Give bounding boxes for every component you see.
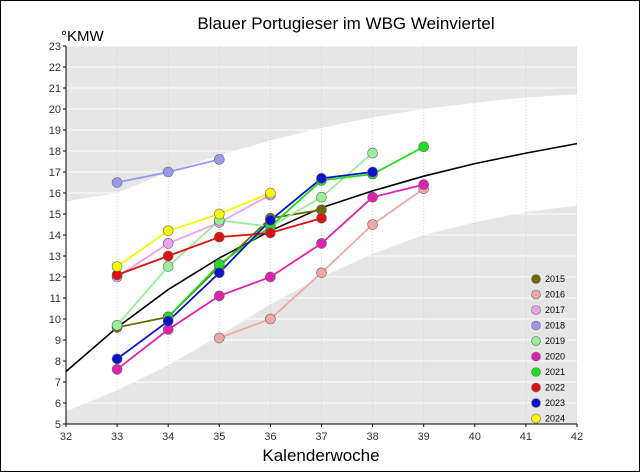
legend-marker-2022 <box>531 382 541 393</box>
data-point-2019 <box>111 319 123 331</box>
y-tick-label: 9 <box>55 335 61 347</box>
y-tick-label: 17 <box>49 167 61 179</box>
y-axis-label: °KMW <box>61 28 104 45</box>
data-point-2020 <box>367 191 378 203</box>
y-tick-label: 16 <box>49 188 61 200</box>
x-tick-label: 39 <box>418 431 430 443</box>
x-tick-label: 35 <box>213 431 225 443</box>
x-tick-label: 42 <box>571 431 583 443</box>
data-point-2020 <box>316 238 327 249</box>
data-point-2023 <box>162 315 174 327</box>
data-point-2016 <box>367 219 378 230</box>
legend-label-2022: 2022 <box>545 383 565 393</box>
data-point-2020 <box>111 364 123 375</box>
legend-marker-2015 <box>531 274 541 284</box>
legend-marker-2021 <box>531 367 541 377</box>
data-point-2024 <box>265 187 276 199</box>
x-axis-label: Kalenderwoche <box>262 446 379 465</box>
legend-marker-2018 <box>531 320 541 331</box>
legend-label-2021: 2021 <box>545 367 565 377</box>
y-tick-label: 20 <box>49 104 61 116</box>
x-tick-label: 33 <box>111 431 123 443</box>
data-point-2019 <box>367 147 378 159</box>
data-point-2019 <box>162 261 174 272</box>
data-point-2022 <box>316 212 327 224</box>
legend-label-2018: 2018 <box>545 321 565 331</box>
x-tick-label: 38 <box>366 431 378 443</box>
legend-label-2024: 2024 <box>545 414 565 424</box>
data-point-2024 <box>214 208 225 220</box>
y-tick-label: 11 <box>50 293 61 305</box>
legend-marker-2017 <box>531 305 541 315</box>
data-point-2016 <box>214 332 225 344</box>
y-tick-label: 13 <box>49 251 61 263</box>
data-point-2023 <box>316 173 327 184</box>
data-point-2024 <box>111 261 123 272</box>
data-point-2022 <box>162 250 174 262</box>
chart-title: Blauer Portugieser im WBG Weinviertel <box>197 14 494 33</box>
legend-label-2023: 2023 <box>545 398 565 408</box>
y-tick-label: 14 <box>49 230 61 242</box>
legend-marker-2020 <box>531 351 541 362</box>
legend-marker-2023 <box>531 398 541 408</box>
series-line-2017 <box>116 194 271 278</box>
data-point-2022 <box>265 227 276 239</box>
y-tick-label: 22 <box>49 62 61 74</box>
x-tick-label: 34 <box>162 431 174 443</box>
y-tick-label: 18 <box>49 146 61 158</box>
data-point-2023 <box>367 166 378 178</box>
data-point-2020 <box>265 271 276 283</box>
legend-label-2015: 2015 <box>545 274 565 284</box>
legend-label-2020: 2020 <box>545 352 565 362</box>
y-tick-label: 10 <box>49 314 61 326</box>
data-point-2024 <box>162 225 174 237</box>
band-inner <box>66 94 577 412</box>
data-point-2023 <box>214 267 225 279</box>
data-point-2018 <box>111 177 123 188</box>
data-point-2019 <box>316 191 327 203</box>
y-tick-label: 15 <box>49 209 61 221</box>
data-point-2017 <box>162 238 174 249</box>
x-tick-label: 32 <box>60 431 72 443</box>
data-point-2021 <box>418 141 430 153</box>
data-point-2016 <box>265 313 276 325</box>
data-point-2018 <box>214 154 225 165</box>
y-tick-label: 21 <box>49 83 61 95</box>
y-tick-label: 5 <box>55 419 61 431</box>
legend-marker-2019 <box>531 336 541 346</box>
band-group <box>66 46 577 424</box>
series-line-2023 <box>116 171 373 360</box>
legend-marker-2024 <box>531 413 541 424</box>
data-point-2018 <box>162 166 174 178</box>
y-tick-label: 23 <box>49 41 61 53</box>
x-tick-label: 36 <box>264 431 276 443</box>
y-tick-label: 6 <box>55 398 61 410</box>
legend-marker-2016 <box>531 289 541 300</box>
legend-label-2019: 2019 <box>545 336 565 346</box>
data-point-2022 <box>214 231 225 243</box>
x-tick-label: 41 <box>520 431 532 443</box>
y-tick-label: 8 <box>55 356 61 368</box>
x-tick-label: 37 <box>315 431 327 443</box>
data-point-2020 <box>214 290 225 302</box>
series-line-2021 <box>167 146 425 318</box>
y-tick-label: 7 <box>55 377 61 389</box>
legend-label-2017: 2017 <box>545 305 565 315</box>
y-tick-label: 12 <box>49 272 61 284</box>
series-line-2019 <box>116 152 374 326</box>
y-tick-label: 19 <box>49 125 61 137</box>
data-point-2016 <box>316 267 327 279</box>
data-point-2020 <box>418 179 430 190</box>
legend-label-2016: 2016 <box>545 290 565 300</box>
data-point-2023 <box>111 353 123 365</box>
data-point-2023 <box>265 215 276 226</box>
series-line-2024 <box>116 192 271 268</box>
x-tick-label: 40 <box>469 431 481 443</box>
